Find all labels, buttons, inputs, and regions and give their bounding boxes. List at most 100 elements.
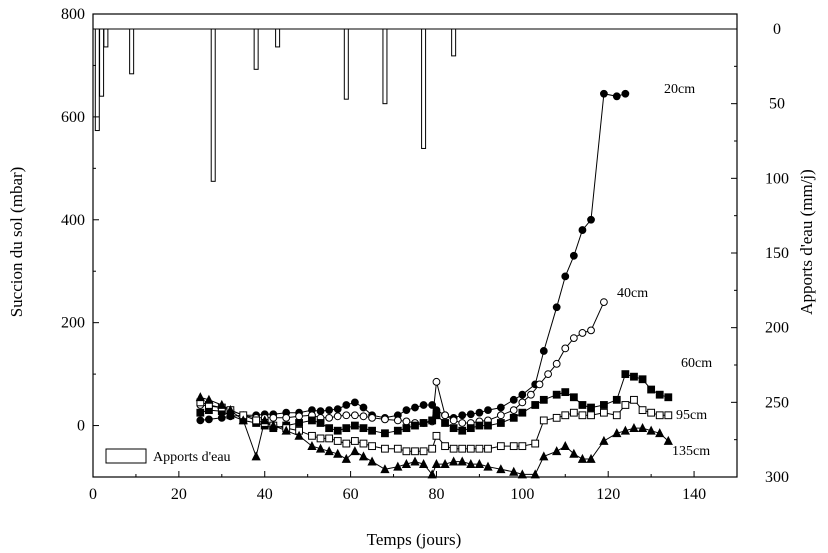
point-135cm xyxy=(294,430,304,440)
y2-tick-label: 150 xyxy=(765,245,789,262)
point-40cm xyxy=(282,413,291,422)
point-95cm xyxy=(381,444,389,453)
point-40cm xyxy=(518,398,527,407)
point-20cm xyxy=(484,406,492,415)
point-60cm xyxy=(552,390,561,399)
point-95cm xyxy=(647,408,656,417)
point-40cm xyxy=(458,419,467,427)
point-95cm xyxy=(539,416,548,425)
point-135cm xyxy=(569,448,579,458)
point-40cm xyxy=(600,298,608,306)
point-20cm xyxy=(333,405,342,413)
water-input-bar xyxy=(94,28,100,132)
point-40cm xyxy=(569,334,578,343)
x-tick-label: 100 xyxy=(510,486,534,503)
point-135cm xyxy=(663,435,673,445)
point-40cm xyxy=(552,359,561,368)
point-20cm xyxy=(350,398,359,407)
point-20cm xyxy=(621,89,630,98)
x-tick-label: 140 xyxy=(682,486,706,503)
point-60cm xyxy=(381,429,389,438)
point-60cm xyxy=(308,416,316,425)
point-135cm xyxy=(457,456,467,466)
legend: Apports d'eau xyxy=(105,448,231,465)
point-95cm xyxy=(664,411,673,420)
point-95cm xyxy=(655,411,664,420)
point-20cm xyxy=(205,415,213,424)
point-20cm xyxy=(217,413,226,422)
y-tick-label: 600 xyxy=(61,109,85,126)
point-60cm xyxy=(441,419,449,427)
point-20cm xyxy=(475,408,484,417)
series-label-95cm: 95cm xyxy=(676,408,707,423)
point-60cm xyxy=(518,408,527,417)
point-95cm xyxy=(342,439,351,448)
bars-layer xyxy=(94,28,457,182)
point-60cm xyxy=(316,419,325,427)
series-label-20cm: 20cm xyxy=(664,82,695,97)
point-60cm xyxy=(432,411,441,420)
point-40cm xyxy=(333,412,342,421)
point-135cm xyxy=(367,456,377,466)
point-20cm xyxy=(552,303,561,312)
point-135cm xyxy=(449,456,459,466)
point-60cm xyxy=(295,419,303,427)
water-input-bar xyxy=(99,28,105,97)
point-40cm xyxy=(368,413,376,422)
series-line-40cm xyxy=(200,301,605,424)
point-95cm xyxy=(333,437,342,445)
axes-layer: 0 20 40 60 80 100 120 140 0 200 400 600 800 0 50 100 150… xyxy=(61,6,789,503)
x-tick-label: 120 xyxy=(596,486,620,503)
series-line-20cm xyxy=(200,93,626,421)
point-135cm xyxy=(315,443,326,453)
point-95cm xyxy=(325,434,334,443)
point-60cm xyxy=(359,424,368,433)
point-60cm xyxy=(587,403,595,412)
point-20cm xyxy=(316,407,325,416)
point-40cm xyxy=(441,411,449,420)
point-20cm xyxy=(325,406,334,415)
point-40cm xyxy=(509,406,518,415)
point-135cm xyxy=(509,466,519,476)
point-60cm xyxy=(630,372,638,381)
point-95cm xyxy=(587,411,595,420)
point-60cm xyxy=(428,416,437,425)
point-95cm xyxy=(630,395,638,404)
point-95cm xyxy=(449,444,458,453)
point-20cm xyxy=(458,411,467,420)
point-20cm xyxy=(411,403,419,412)
point-135cm xyxy=(620,425,630,435)
point-40cm xyxy=(544,370,552,379)
point-95cm xyxy=(432,431,441,440)
point-20cm xyxy=(518,390,527,399)
water-input-bar xyxy=(382,28,388,105)
point-60cm xyxy=(539,395,548,404)
y-tick-label: 0 xyxy=(77,418,85,435)
x-tick-label: 60 xyxy=(343,486,359,503)
point-40cm xyxy=(295,412,303,421)
point-40cm xyxy=(350,411,359,420)
point-20cm xyxy=(587,215,595,224)
point-135cm xyxy=(324,446,334,456)
point-95cm xyxy=(419,447,428,456)
point-60cm xyxy=(664,393,673,402)
point-60cm xyxy=(333,426,342,435)
point-40cm xyxy=(535,380,544,389)
point-20cm xyxy=(196,416,205,425)
point-40cm xyxy=(381,415,389,424)
point-40cm xyxy=(496,411,505,420)
y2-tick-label: 50 xyxy=(769,96,785,113)
point-60cm xyxy=(612,395,621,404)
legend-swatch xyxy=(105,448,147,464)
point-20cm xyxy=(569,251,578,260)
water-input-bar xyxy=(451,28,457,57)
series-label-135cm: 135cm xyxy=(672,444,710,459)
x-tick-label: 0 xyxy=(89,486,97,503)
point-95cm xyxy=(402,447,411,456)
point-135cm xyxy=(401,459,412,469)
x-tick-label: 20 xyxy=(171,486,187,503)
point-135cm xyxy=(393,461,403,471)
point-135cm xyxy=(599,435,609,445)
point-135cm xyxy=(217,399,227,409)
